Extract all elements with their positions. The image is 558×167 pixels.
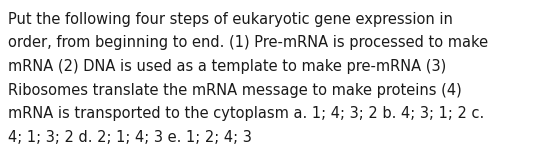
Text: Ribosomes translate the mRNA message to make proteins (4): Ribosomes translate the mRNA message to … [8,82,462,98]
Text: order, from beginning to end. (1) Pre-mRNA is processed to make: order, from beginning to end. (1) Pre-mR… [8,36,488,50]
Text: Put the following four steps of eukaryotic gene expression in: Put the following four steps of eukaryot… [8,12,453,27]
Text: mRNA is transported to the cytoplasm a. 1; 4; 3; 2 b. 4; 3; 1; 2 c.: mRNA is transported to the cytoplasm a. … [8,106,484,121]
Text: mRNA (2) DNA is used as a template to make pre-mRNA (3): mRNA (2) DNA is used as a template to ma… [8,59,446,74]
Text: 4; 1; 3; 2 d. 2; 1; 4; 3 e. 1; 2; 4; 3: 4; 1; 3; 2 d. 2; 1; 4; 3 e. 1; 2; 4; 3 [8,129,252,144]
